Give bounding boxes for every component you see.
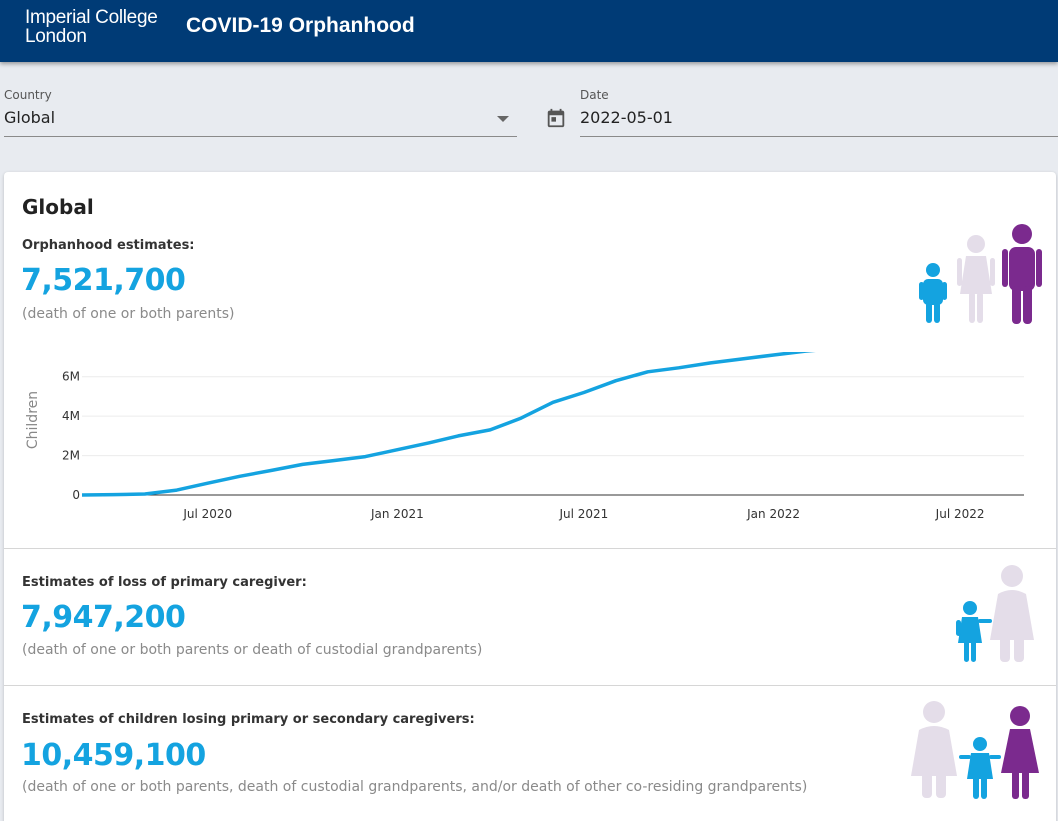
y-tick-label: 4M (62, 409, 80, 423)
date-underline (580, 136, 1058, 137)
date-field[interactable]: Date 2022-05-01 (580, 88, 1058, 137)
x-tick-label: Jul 2022 (935, 507, 985, 521)
chart-gridlines (82, 376, 1024, 457)
calendar-icon[interactable] (545, 107, 567, 129)
grandmother-icon (911, 701, 957, 798)
mother-icon (957, 235, 995, 323)
country-select[interactable]: Country Global (4, 88, 517, 137)
x-tick-label: Jan 2021 (370, 507, 424, 521)
country-label: Country (4, 88, 52, 102)
x-axis-ticks: Jul 2020 Jan 2021 Jul 2021 Jan 2022 Jul 2022 (182, 507, 984, 521)
orphanhood-label: Orphanhood estimates: (22, 238, 195, 253)
primary-caregiver-value: 7,947,200 (21, 600, 186, 635)
country-underline (4, 136, 517, 137)
secondary-caregiver-label: Estimates of children losing primary or … (22, 712, 475, 727)
y-tick-label: 6M (62, 370, 80, 384)
y-axis-label: Children (25, 391, 41, 449)
family-figure (919, 224, 1042, 324)
x-tick-label: Jul 2020 (182, 507, 232, 521)
app-header: Imperial College London COVID-19 Orphanh… (0, 0, 1058, 62)
grandmother-icon (990, 565, 1034, 662)
primary-caregiver-label: Estimates of loss of primary caregiver: (22, 575, 307, 590)
card-title: Global (22, 195, 94, 219)
imperial-college-logo[interactable]: Imperial College London (25, 8, 158, 46)
logo-line-1: Imperial College (25, 7, 158, 28)
secondary-caregiver-note: (death of one or both parents, death of … (22, 779, 808, 795)
logo-line-2: London (25, 26, 87, 47)
app-title: COVID-19 Orphanhood (186, 14, 415, 37)
results-card: Global Orphanhood estimates: 7,521,700 (… (4, 172, 1056, 821)
grandparent-figure (956, 565, 1034, 662)
series-line-orphanhood (81, 352, 816, 497)
section-divider-1 (4, 548, 1056, 549)
y-tick-label: 2M (62, 449, 80, 463)
date-label: Date (580, 88, 609, 102)
date-value: 2022-05-01 (580, 108, 673, 127)
child-icon (956, 601, 992, 662)
orphanhood-note: (death of one or both parents) (22, 306, 235, 322)
y-axis-ticks: 0 2M 4M 6M (62, 370, 80, 502)
extended-family-figure (911, 701, 1039, 799)
country-value: Global (4, 108, 56, 127)
mother-icon (1001, 706, 1039, 799)
orphanhood-line-chart: 0 2M 4M 6M Jul 2020 Jan 2021 Jul 2021 Jan 2022… (25, 352, 1024, 521)
x-tick-label: Jul 2021 (558, 507, 608, 521)
section-divider-2 (4, 685, 1056, 686)
child-icon (919, 263, 947, 323)
secondary-caregiver-value: 10,459,100 (21, 738, 206, 773)
primary-caregiver-note: (death of one or both parents or death o… (22, 642, 483, 658)
x-tick-label: Jan 2022 (746, 507, 800, 521)
orphanhood-value: 7,521,700 (21, 263, 186, 298)
y-tick-label: 0 (72, 488, 80, 502)
father-icon (1002, 224, 1042, 324)
child-icon (959, 737, 1001, 799)
dropdown-caret-icon[interactable] (497, 116, 509, 122)
